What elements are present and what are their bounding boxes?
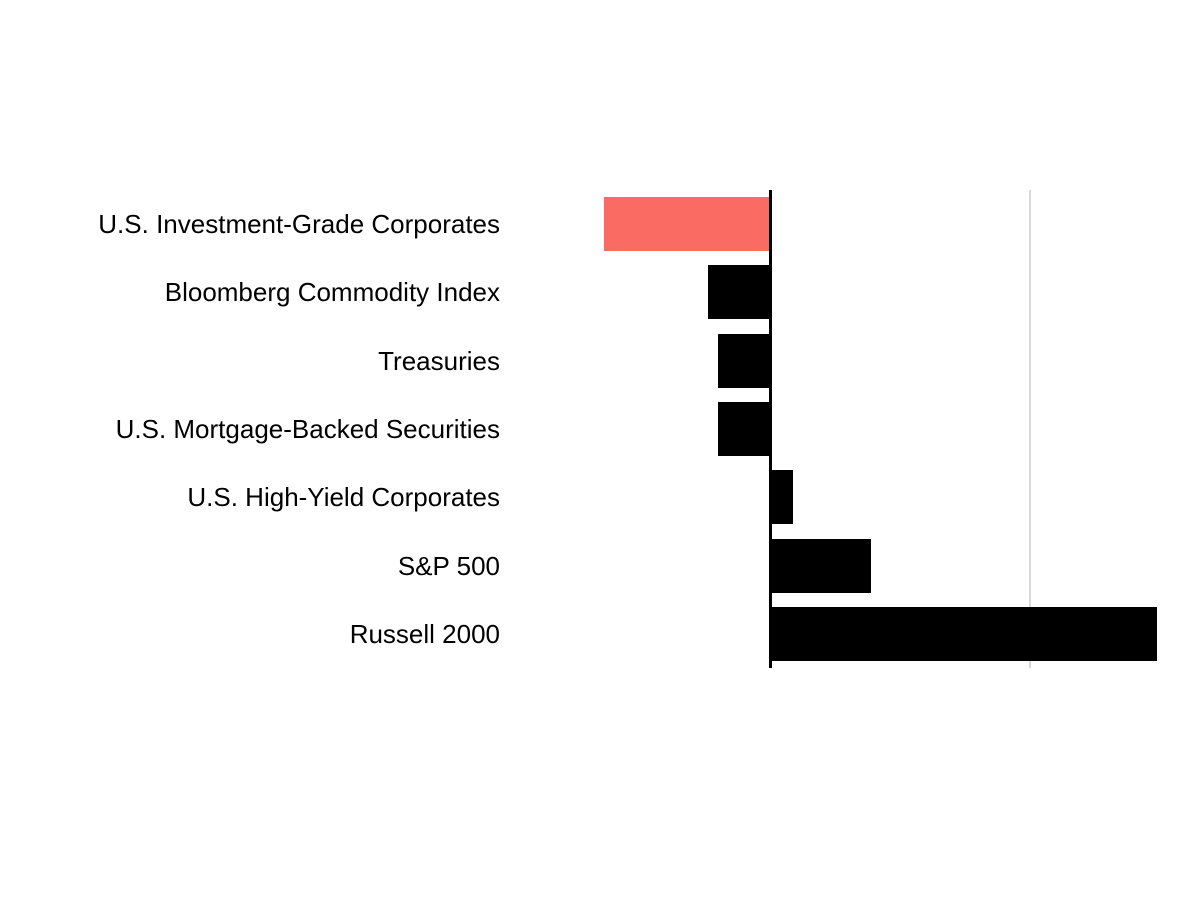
category-label: Bloomberg Commodity Index — [164, 277, 500, 308]
category-label: Treasuries — [378, 345, 500, 376]
bar — [604, 197, 770, 251]
bar — [708, 265, 770, 319]
bar — [772, 607, 1157, 661]
category-label: U.S. Mortgage-Backed Securities — [115, 414, 500, 444]
zero-axis-line — [769, 190, 772, 668]
bar — [718, 334, 770, 388]
category-label: Russell 2000 — [349, 618, 500, 649]
category-label: U.S. Investment-Grade Corporates — [98, 209, 500, 240]
bar — [718, 402, 770, 456]
bar — [772, 470, 793, 524]
bar — [772, 539, 871, 593]
category-label: S&P 500 — [397, 550, 500, 581]
gridline — [1029, 190, 1031, 668]
category-label: U.S. High-Yield Corporates — [187, 482, 500, 513]
